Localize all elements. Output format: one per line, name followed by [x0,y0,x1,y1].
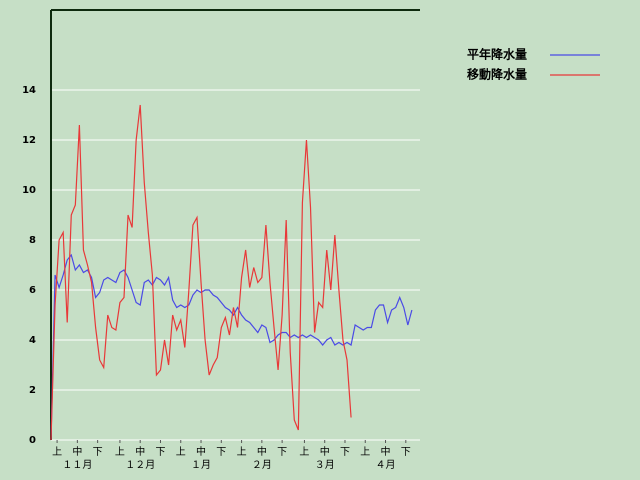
series-line [50,104,352,441]
y-tick-label: 2 [29,385,36,396]
x-tick-label: 上 [299,446,309,458]
x-tick-label: 中 [320,445,330,458]
month-label: １２月 [125,459,155,471]
x-tick-label: 上 [52,446,62,458]
x-tick-label: 上 [176,446,186,458]
x-tick-label: 下 [155,447,165,458]
month-label: ３月 [315,459,335,471]
x-tick-label: 上 [360,446,370,458]
month-label: ２月 [252,459,272,471]
x-tick-label: 上 [237,446,247,458]
x-tick-label: 下 [277,447,287,458]
x-tick-label: 中 [72,445,82,458]
legend-label: 平年降水量 [467,47,527,62]
month-label: ４月 [376,459,396,471]
series-line [50,253,413,441]
month-label: １月 [191,459,211,471]
y-tick-label: 4 [29,335,36,346]
x-tick-label: 中 [135,445,145,458]
y-tick-label: 14 [22,85,36,96]
y-tick-label: 6 [29,285,36,296]
x-tick-label: 上 [115,446,125,458]
x-tick-label: 下 [401,447,411,458]
y-tick-label: 12 [22,135,36,146]
y-tick-label: 8 [29,235,36,246]
y-tick-label: 0 [29,435,36,446]
x-tick-label: 中 [381,445,391,458]
x-tick-label: 下 [340,447,350,458]
x-tick-label: 下 [93,447,103,458]
y-tick-label: 10 [22,185,36,196]
legend-label: 移動降水量 [467,67,527,82]
month-label: １１月 [62,459,92,471]
x-tick-label: 中 [196,445,206,458]
x-tick-label: 中 [257,445,267,458]
x-tick-label: 下 [216,447,226,458]
